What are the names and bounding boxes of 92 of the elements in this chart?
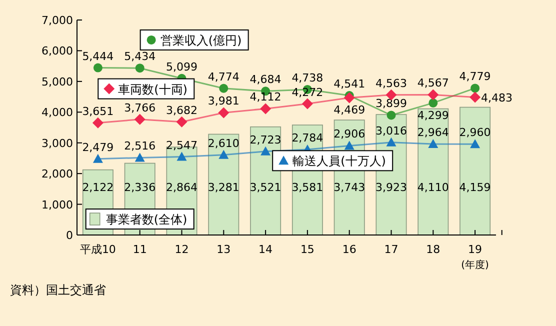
y-tick-label: 2,000 (42, 168, 73, 181)
data-label: 2,122 (82, 181, 114, 194)
x-tick-label: 12 (174, 243, 189, 256)
bar (460, 106, 491, 236)
y-tick-label: 7,000 (42, 14, 73, 27)
data-label: 2,723 (250, 133, 282, 146)
point (219, 84, 228, 93)
data-label: 3,899 (376, 97, 407, 110)
point (386, 137, 396, 146)
data-label: 3,581 (292, 181, 324, 194)
y-tick-label: 5,000 (42, 75, 73, 88)
point (176, 116, 188, 128)
data-label: 2,784 (292, 131, 324, 144)
data-label: 4,563 (376, 76, 407, 90)
data-label: 3,651 (82, 104, 114, 118)
point (92, 117, 104, 128)
point (135, 64, 144, 73)
point (260, 146, 271, 156)
data-label: 3,766 (124, 101, 156, 114)
data-label: 4,774 (208, 70, 240, 84)
point (260, 103, 272, 114)
data-label: 4,159 (459, 181, 491, 194)
x-tick-label: 16 (342, 243, 356, 256)
legend-label: 車両数(十両) (118, 82, 188, 96)
data-label: 4,541 (334, 78, 366, 91)
x-tick-label: 17 (384, 243, 398, 256)
x-tick-label: 15 (300, 243, 314, 256)
point (428, 138, 438, 148)
data-label: 2,964 (417, 126, 449, 139)
data-label: 5,444 (82, 50, 114, 63)
data-label: 2,610 (208, 136, 240, 150)
point (386, 110, 396, 120)
data-label: 4,779 (459, 70, 491, 84)
point (470, 92, 481, 103)
point (92, 154, 103, 163)
y-tick-label: 0 (66, 229, 73, 242)
data-label: 2,906 (334, 128, 366, 141)
text: 資料）国土交通省 (10, 283, 106, 297)
data-label: 3,743 (334, 181, 366, 194)
point (176, 152, 187, 161)
y-tick-label: 3,000 (42, 136, 73, 150)
data-label: 2,336 (124, 181, 156, 194)
data-label: 5,434 (124, 50, 156, 64)
point (470, 139, 480, 148)
data-label: 3,016 (376, 124, 407, 138)
x-tick-label: 11 (132, 243, 147, 256)
bar (250, 126, 282, 236)
x-tick-label: 18 (426, 243, 440, 256)
y-tick-label: 1,000 (42, 198, 73, 212)
point (302, 98, 313, 110)
data-label: 3,923 (376, 181, 407, 194)
data-label: 5,099 (166, 60, 198, 74)
data-label: 4,110 (417, 181, 449, 194)
point (218, 107, 230, 118)
legend-label: 輸送人員(十万人) (292, 154, 386, 168)
y-tick-label: 4,000 (42, 106, 73, 120)
point (428, 98, 438, 108)
data-label: 4,112 (250, 90, 282, 104)
data-label: 4,684 (250, 73, 282, 86)
legend-label: 事業者数(全体) (106, 212, 188, 227)
x-axis-title: (年度) (461, 259, 490, 271)
data-label: 4,299 (417, 108, 449, 122)
data-label: 2,516 (124, 140, 156, 153)
data-label: 2,960 (459, 126, 491, 140)
y-tick-label: 6,000 (42, 44, 73, 58)
data-label: 3,682 (166, 104, 198, 117)
point (344, 140, 354, 150)
x-tick-label: 19 (468, 243, 482, 256)
data-label: 4,738 (292, 71, 324, 84)
data-label: 3,521 (250, 181, 282, 194)
bar (418, 108, 449, 236)
point (134, 114, 146, 125)
data-label: 2,547 (166, 138, 198, 152)
point (93, 63, 102, 72)
data-label: 4,469 (334, 104, 366, 117)
point (218, 150, 229, 159)
data-label: 4,567 (417, 76, 449, 90)
point (344, 92, 355, 104)
data-label: 2,864 (166, 181, 198, 194)
data-label: 3,981 (208, 94, 240, 108)
point (428, 89, 439, 100)
data-label: 4,272 (292, 86, 324, 99)
legend-label: 営業収入(億円) (160, 33, 242, 48)
data-label: 2,479 (82, 140, 114, 154)
x-tick-label: 13 (216, 243, 231, 256)
data-label: 4,483 (481, 91, 513, 104)
point (134, 152, 145, 162)
point (470, 84, 480, 93)
x-tick-label: 平成10 (80, 243, 116, 256)
bar (208, 134, 240, 236)
data-label: 3,281 (208, 181, 240, 194)
x-tick-label: 14 (258, 243, 273, 256)
